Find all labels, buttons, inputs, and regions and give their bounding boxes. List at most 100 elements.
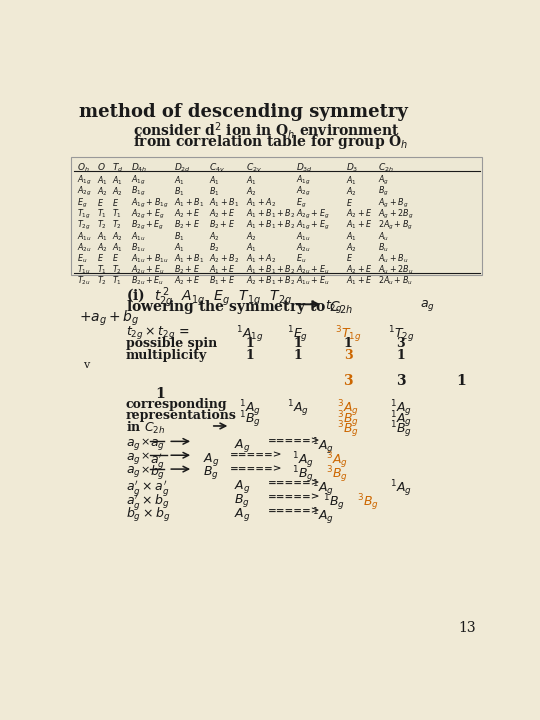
Text: =====>: =====> <box>267 492 320 501</box>
Text: $^3B_g$: $^3B_g$ <box>337 420 359 441</box>
Text: $A_1+A_2$: $A_1+A_2$ <box>246 252 276 265</box>
Text: $A_{1g}$: $A_{1g}$ <box>296 174 311 187</box>
Text: $O$: $O$ <box>97 161 106 172</box>
Text: =====>: =====> <box>230 464 283 474</box>
Text: $A_1+E$: $A_1+E$ <box>347 274 373 287</box>
Text: $C_{4v}$: $C_{4v}$ <box>210 161 226 174</box>
Text: $^3B_g$: $^3B_g$ <box>337 409 359 430</box>
Text: $D_{2d}$: $D_{2d}$ <box>174 161 192 174</box>
Text: =====>: =====> <box>267 437 320 446</box>
Text: $A_{2g}$: $A_{2g}$ <box>77 185 92 199</box>
Text: $a_g' \times a_g'$: $a_g' \times a_g'$ <box>126 478 170 498</box>
Text: $A_{1g}+B_{1g}$: $A_{1g}+B_{1g}$ <box>131 197 168 210</box>
Text: $A_1$: $A_1$ <box>347 174 357 186</box>
Text: $B_2$: $B_2$ <box>210 241 220 253</box>
Text: $t_{2g} \times t_{2g}$ =: $t_{2g} \times t_{2g}$ = <box>126 324 190 341</box>
Text: 1: 1 <box>396 349 405 362</box>
Text: $^3B_g$: $^3B_g$ <box>357 492 379 513</box>
Text: $^1B_g$: $^1B_g$ <box>323 492 345 513</box>
Text: $B_{2u}+E_u$: $B_{2u}+E_u$ <box>131 274 164 287</box>
Text: $A_2+E$: $A_2+E$ <box>347 207 373 220</box>
Text: 1: 1 <box>343 337 353 350</box>
Text: possible spin: possible spin <box>126 337 217 350</box>
Text: $^1A_g$: $^1A_g$ <box>390 478 411 499</box>
Text: $B_g$: $B_g$ <box>203 464 219 482</box>
Text: $T_{2u}$: $T_{2u}$ <box>77 274 91 287</box>
Text: $E_u$: $E_u$ <box>77 252 87 265</box>
Text: from correlation table for group O$_h$: from correlation table for group O$_h$ <box>133 132 409 150</box>
Text: $A_1+E$: $A_1+E$ <box>210 264 236 276</box>
Text: $A_{1u}$: $A_{1u}$ <box>131 230 146 243</box>
Text: $A_2$: $A_2$ <box>112 230 123 243</box>
Text: $A_g$: $A_g$ <box>234 506 250 523</box>
Text: $A_2+E$: $A_2+E$ <box>174 274 201 287</box>
Text: $^3A_g$: $^3A_g$ <box>337 398 359 419</box>
Text: $A_{2u}+E_u$: $A_{2u}+E_u$ <box>296 264 329 276</box>
Text: $A_2+B_1+B_2$: $A_2+B_1+B_2$ <box>246 274 295 287</box>
Text: $E_g$: $E_g$ <box>77 197 87 210</box>
Text: $^3T_{1g}$: $^3T_{1g}$ <box>335 324 361 345</box>
Text: $\times$: $\times$ <box>140 464 150 475</box>
Text: $A_g$: $A_g$ <box>234 437 250 454</box>
Text: $A_{1u}+B_{1u}$: $A_{1u}+B_{1u}$ <box>131 252 168 265</box>
Text: $a_g$: $a_g$ <box>126 451 140 466</box>
Text: $A_{2g}+E_g$: $A_{2g}+E_g$ <box>131 207 165 221</box>
Text: 1: 1 <box>245 349 254 362</box>
Text: $A_1$: $A_1$ <box>112 174 124 186</box>
Text: multiplicity: multiplicity <box>126 349 207 362</box>
Text: $B_g$: $B_g$ <box>234 492 250 509</box>
Text: $A_2$: $A_2$ <box>112 185 123 198</box>
Text: $a_g'$: $a_g'$ <box>151 451 165 470</box>
Text: $A_1$: $A_1$ <box>97 230 108 243</box>
Text: 1: 1 <box>245 337 254 350</box>
Text: $^1A_{1g}$: $^1A_{1g}$ <box>236 324 264 345</box>
Text: $B_2+E$: $B_2+E$ <box>210 219 235 231</box>
Text: $A_g$: $A_g$ <box>377 174 389 187</box>
Text: $D_3$: $D_3$ <box>347 161 359 174</box>
Text: $^1E_g$: $^1E_g$ <box>287 324 308 345</box>
Text: $A_{1u}+E_u$: $A_{1u}+E_u$ <box>296 274 329 287</box>
Text: $b_g$: $b_g$ <box>151 464 166 482</box>
Text: $A_1+B_1+B_2$: $A_1+B_1+B_2$ <box>246 264 295 276</box>
Text: 3: 3 <box>396 374 406 387</box>
Text: $a_g$: $a_g$ <box>126 437 140 451</box>
Text: $^1A_g$: $^1A_g$ <box>312 506 334 526</box>
Text: $^1B_g$: $^1B_g$ <box>239 409 260 430</box>
Text: 1: 1 <box>156 387 165 402</box>
Text: $A_2+E$: $A_2+E$ <box>174 207 201 220</box>
Text: $A_2$: $A_2$ <box>97 185 108 198</box>
Text: $A_2$: $A_2$ <box>347 185 357 198</box>
Text: $B_u$: $B_u$ <box>377 241 388 253</box>
Text: $T_2$: $T_2$ <box>112 264 123 276</box>
Text: $B_{2g}+E_g$: $B_{2g}+E_g$ <box>131 219 164 232</box>
Text: $A_1+B_1$: $A_1+B_1$ <box>174 197 205 209</box>
Text: $+a_g+b_g$: $+a_g+b_g$ <box>79 309 139 328</box>
Text: $2A_u+B_u$: $2A_u+B_u$ <box>377 274 413 287</box>
Text: $A_1$: $A_1$ <box>97 174 108 186</box>
Text: $T_1$: $T_1$ <box>112 274 123 287</box>
Text: lowering the symmetry to $C_{2h}$: lowering the symmetry to $C_{2h}$ <box>126 298 353 316</box>
Text: $A_1+B_1+B_2$: $A_1+B_1+B_2$ <box>246 207 295 220</box>
Text: $T_2$: $T_2$ <box>97 219 107 231</box>
Text: $A_u+B_u$: $A_u+B_u$ <box>377 252 408 265</box>
Text: $A_u+2B_u$: $A_u+2B_u$ <box>377 264 413 276</box>
Text: $A_{1g}+E_g$: $A_{1g}+E_g$ <box>296 219 329 232</box>
Text: $A_g$: $A_g$ <box>202 451 219 467</box>
Text: $A_2+E$: $A_2+E$ <box>210 207 236 220</box>
Text: =====>: =====> <box>230 451 283 459</box>
Text: 3: 3 <box>396 337 405 350</box>
Text: $a_g$: $a_g$ <box>126 464 140 480</box>
Text: $^1A_g$: $^1A_g$ <box>390 398 411 419</box>
Text: $A_{1u}$: $A_{1u}$ <box>77 230 92 243</box>
Text: representations: representations <box>126 409 237 422</box>
Text: $D_{4h}$: $D_{4h}$ <box>131 161 147 174</box>
Text: consider d$^2$ ion in O$_h$ environment: consider d$^2$ ion in O$_h$ environment <box>133 120 400 140</box>
Text: $A_g$: $A_g$ <box>234 478 250 495</box>
Text: $A_2+E$: $A_2+E$ <box>347 264 373 276</box>
Text: $A_{2u}+E_u$: $A_{2u}+E_u$ <box>131 264 165 276</box>
Text: in $C_{2h}$: in $C_{2h}$ <box>126 420 165 436</box>
Text: $A_{1g}$: $A_{1g}$ <box>77 174 92 187</box>
Text: =====>: =====> <box>267 506 320 515</box>
Text: $B_2+E$: $B_2+E$ <box>174 264 201 276</box>
Text: $A_1+B_1$: $A_1+B_1$ <box>210 197 239 209</box>
